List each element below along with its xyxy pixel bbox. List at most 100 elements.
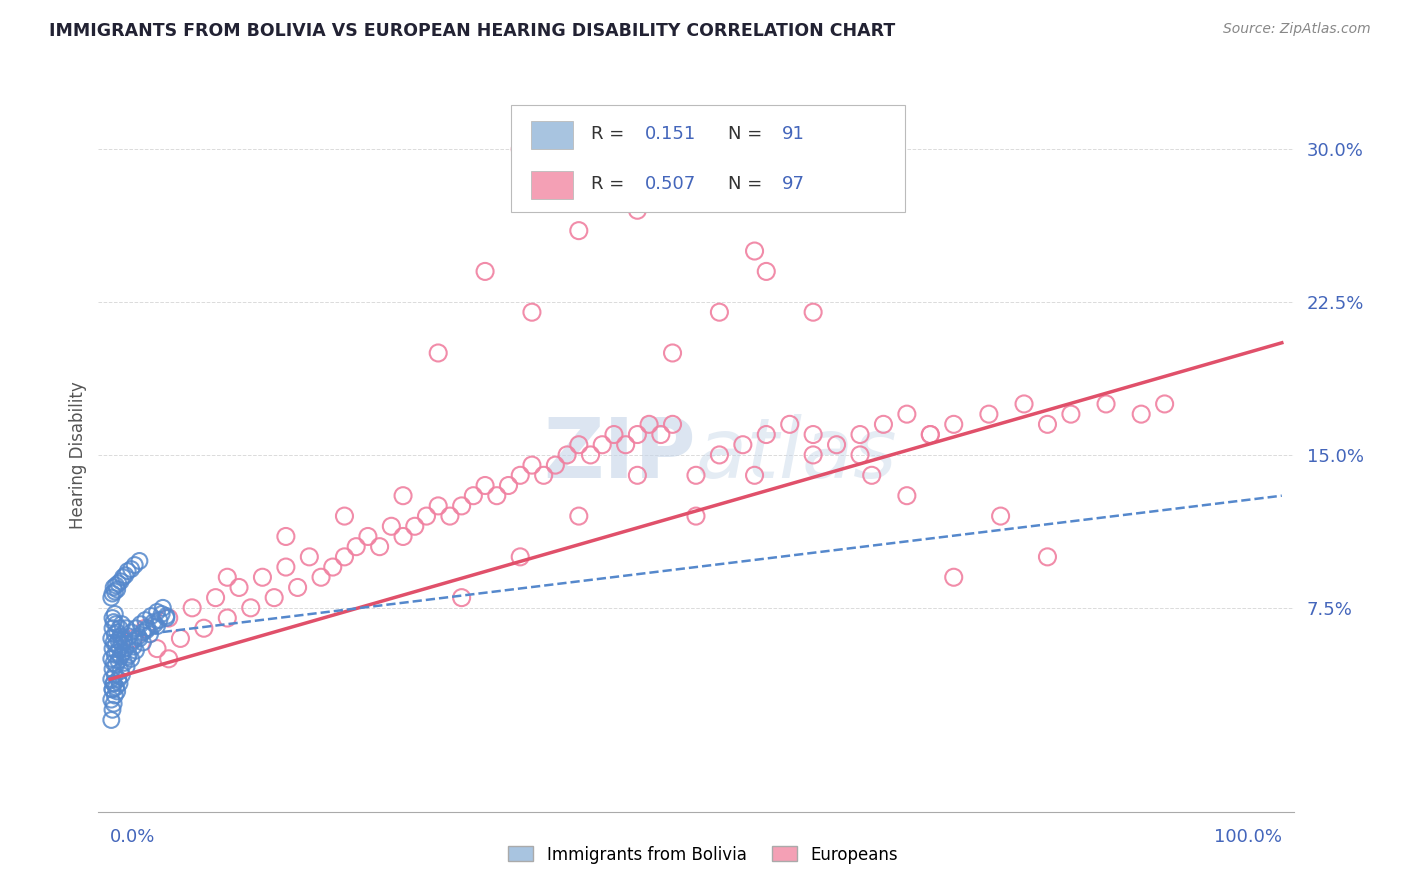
Text: ZIP: ZIP (544, 415, 696, 495)
Point (1036, 417, 1059, 432)
Point (103, 581, 125, 595)
Point (104, 607, 127, 621)
FancyBboxPatch shape (510, 105, 905, 212)
Point (104, 668, 127, 682)
Text: N =: N = (728, 175, 768, 193)
Point (114, 641, 136, 656)
Point (142, 615, 165, 629)
Point (942, 570, 965, 584)
Point (110, 629, 132, 643)
Point (107, 633, 129, 648)
Point (368, 540, 391, 554)
Point (157, 652, 180, 666)
Point (860, 468, 883, 483)
Point (357, 529, 380, 543)
Point (1060, 407, 1083, 421)
Point (520, 458, 543, 472)
Text: 0.0%: 0.0% (110, 829, 156, 847)
Point (128, 554, 150, 568)
Point (533, 468, 555, 483)
Point (744, 244, 766, 258)
Point (990, 509, 1012, 524)
Point (112, 570, 135, 584)
Point (450, 499, 472, 513)
Point (120, 562, 142, 576)
Point (801, 427, 824, 442)
Point (709, 305, 731, 319)
Point (127, 629, 149, 643)
Point (118, 648, 141, 662)
Text: R =: R = (591, 125, 630, 143)
Point (105, 684, 128, 698)
Point (105, 638, 128, 652)
Point (104, 648, 127, 662)
Point (591, 438, 613, 452)
Point (104, 689, 127, 703)
Point (107, 654, 129, 668)
Text: 0.507: 0.507 (644, 175, 696, 193)
Point (193, 621, 215, 635)
Point (122, 633, 145, 648)
Point (463, 489, 485, 503)
Point (544, 458, 567, 472)
Point (120, 625, 142, 640)
Text: Source: ZipAtlas.com: Source: ZipAtlas.com (1223, 22, 1371, 37)
Point (392, 529, 415, 543)
Point (112, 633, 135, 648)
Point (872, 417, 894, 432)
Point (638, 417, 661, 432)
Point (122, 632, 145, 646)
Point (129, 617, 152, 632)
Text: 0.151: 0.151 (644, 125, 696, 143)
Point (474, 264, 496, 278)
Point (274, 529, 297, 543)
Point (709, 448, 731, 462)
Point (274, 560, 297, 574)
Point (108, 621, 131, 635)
Point (122, 640, 145, 654)
Legend: Immigrants from Bolivia, Europeans: Immigrants from Bolivia, Europeans (502, 839, 904, 871)
Point (568, 224, 591, 238)
Point (132, 635, 155, 649)
Point (380, 519, 402, 533)
Point (104, 584, 127, 599)
Point (650, 427, 672, 442)
Point (603, 427, 626, 442)
Point (568, 509, 591, 524)
Point (100, 713, 122, 727)
Point (105, 681, 128, 695)
Point (157, 611, 180, 625)
Point (779, 417, 801, 432)
Point (239, 600, 262, 615)
Point (100, 591, 122, 605)
Point (439, 509, 461, 524)
Point (204, 591, 226, 605)
Point (150, 607, 173, 621)
Point (333, 549, 356, 564)
Point (125, 621, 148, 635)
Point (755, 264, 778, 278)
Point (139, 627, 162, 641)
Point (509, 468, 531, 483)
Point (107, 576, 129, 591)
Point (392, 489, 415, 503)
Point (333, 509, 356, 524)
Point (100, 632, 122, 646)
Point (287, 581, 309, 595)
Point (108, 676, 131, 690)
Point (498, 478, 520, 492)
Point (920, 427, 942, 442)
Point (146, 605, 169, 619)
Point (427, 346, 450, 360)
Point (107, 672, 129, 686)
Point (474, 478, 496, 492)
Point (135, 624, 157, 638)
Point (103, 635, 125, 649)
Point (128, 632, 150, 646)
Point (105, 657, 128, 672)
Point (509, 142, 531, 156)
Point (614, 438, 637, 452)
Point (896, 407, 918, 421)
Point (263, 591, 285, 605)
Point (1153, 397, 1175, 411)
